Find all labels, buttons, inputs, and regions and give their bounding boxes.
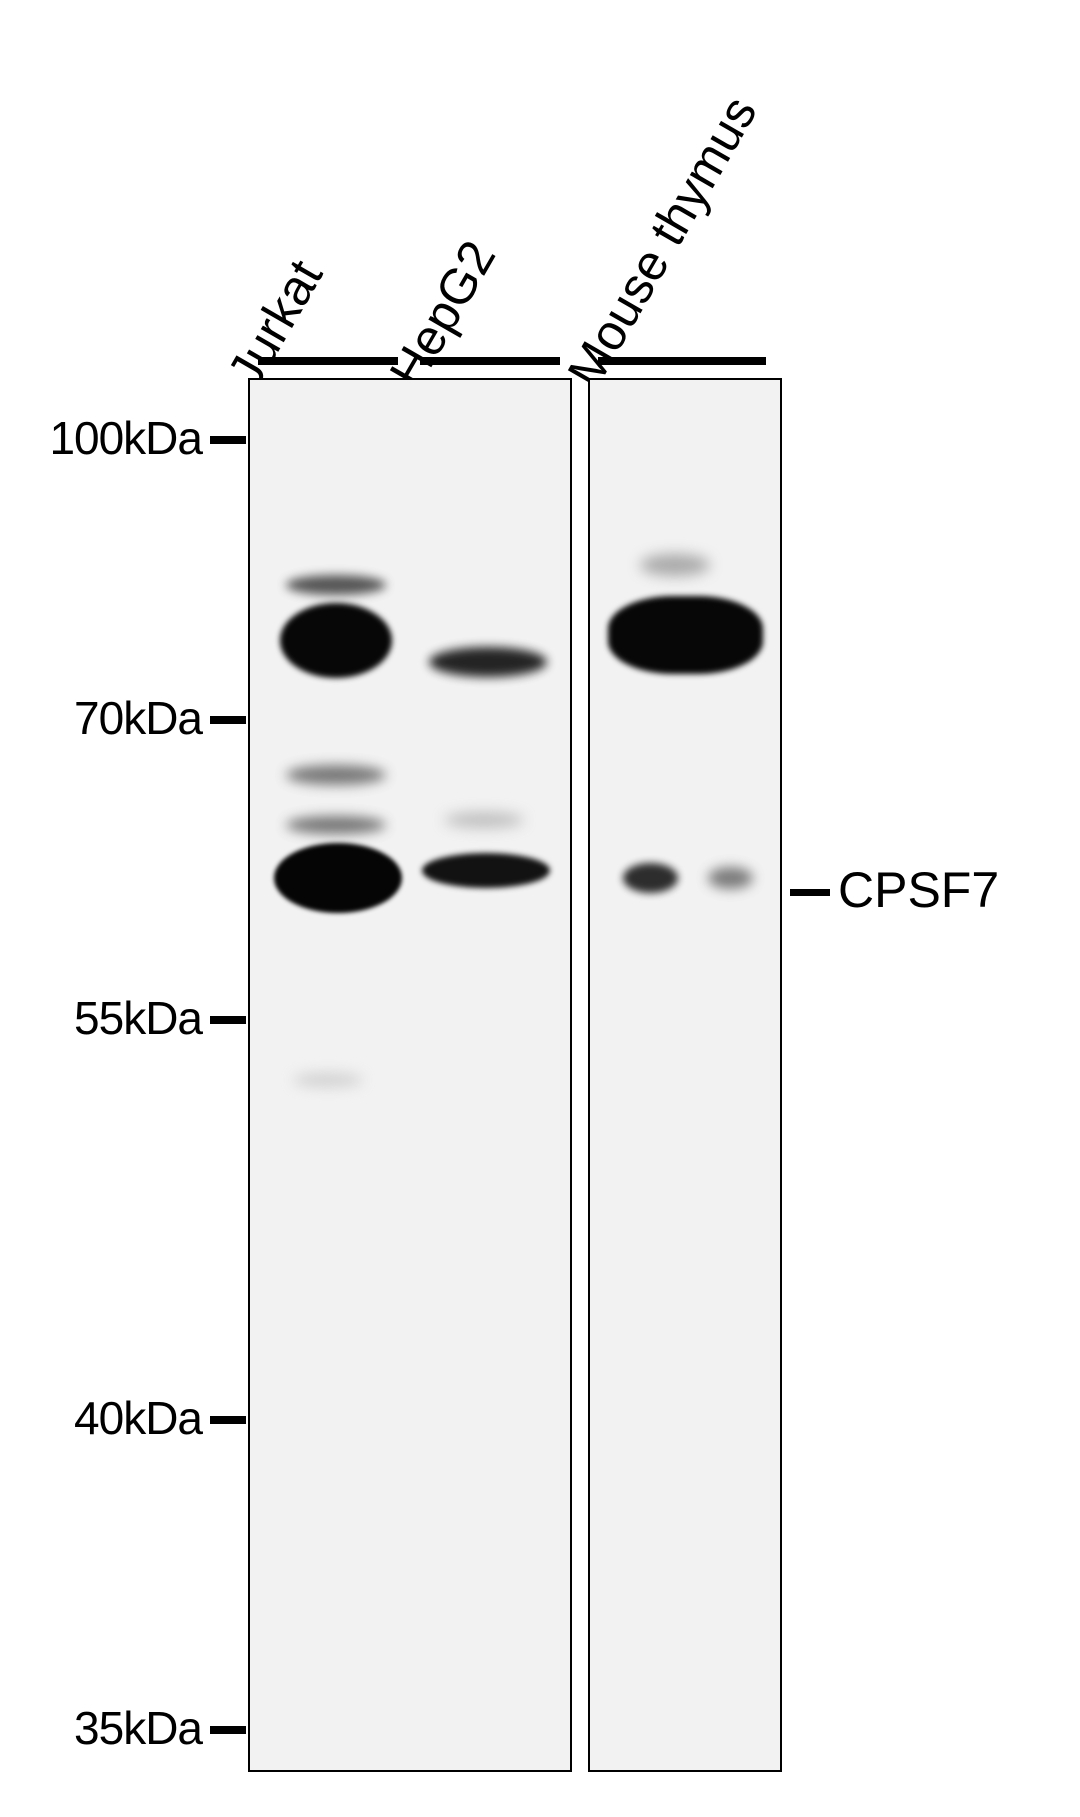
band-jurkat xyxy=(274,843,402,913)
mw-marker-tick xyxy=(210,716,246,724)
mw-marker-label: 100kDa xyxy=(0,411,202,465)
band-jurkat xyxy=(280,603,392,678)
western-blot-figure: 100kDa 70kDa 55kDa 40kDa 35kDa Jurkat HepG2 Mo… xyxy=(0,0,1080,1817)
mw-marker-tick xyxy=(210,1726,246,1734)
mw-marker-label: 40kDa xyxy=(0,1391,202,1445)
band-jurkat xyxy=(286,816,386,834)
mw-marker-label: 70kDa xyxy=(0,691,202,745)
mw-marker-tick xyxy=(210,1016,246,1024)
mw-marker-label: 35kDa xyxy=(0,1701,202,1755)
target-label: CPSF7 xyxy=(838,861,999,919)
mw-marker-label: 55kDa xyxy=(0,991,202,1045)
band-hepg2 xyxy=(422,853,550,888)
band-jurkat xyxy=(293,1073,363,1087)
band-mouse_thymus xyxy=(640,554,710,576)
band-jurkat xyxy=(286,765,386,785)
mw-marker-tick xyxy=(210,436,246,444)
band-mouse_thymus xyxy=(708,867,753,889)
band-hepg2 xyxy=(444,812,524,828)
band-mouse_thymus xyxy=(608,596,763,674)
blot-strip-strip1 xyxy=(250,380,570,1770)
lane-label-hepg2: HepG2 xyxy=(378,231,507,397)
lane-label-jurkat: Jurkat xyxy=(216,250,334,397)
lane-label-mouse_thymus: Mouse thymus xyxy=(556,86,769,397)
band-mouse_thymus xyxy=(623,863,678,893)
mw-marker-tick xyxy=(210,1416,246,1424)
band-jurkat xyxy=(286,575,386,595)
band-hepg2 xyxy=(429,647,547,677)
blot-strip-strip2 xyxy=(590,380,780,1770)
target-tick xyxy=(790,889,830,896)
